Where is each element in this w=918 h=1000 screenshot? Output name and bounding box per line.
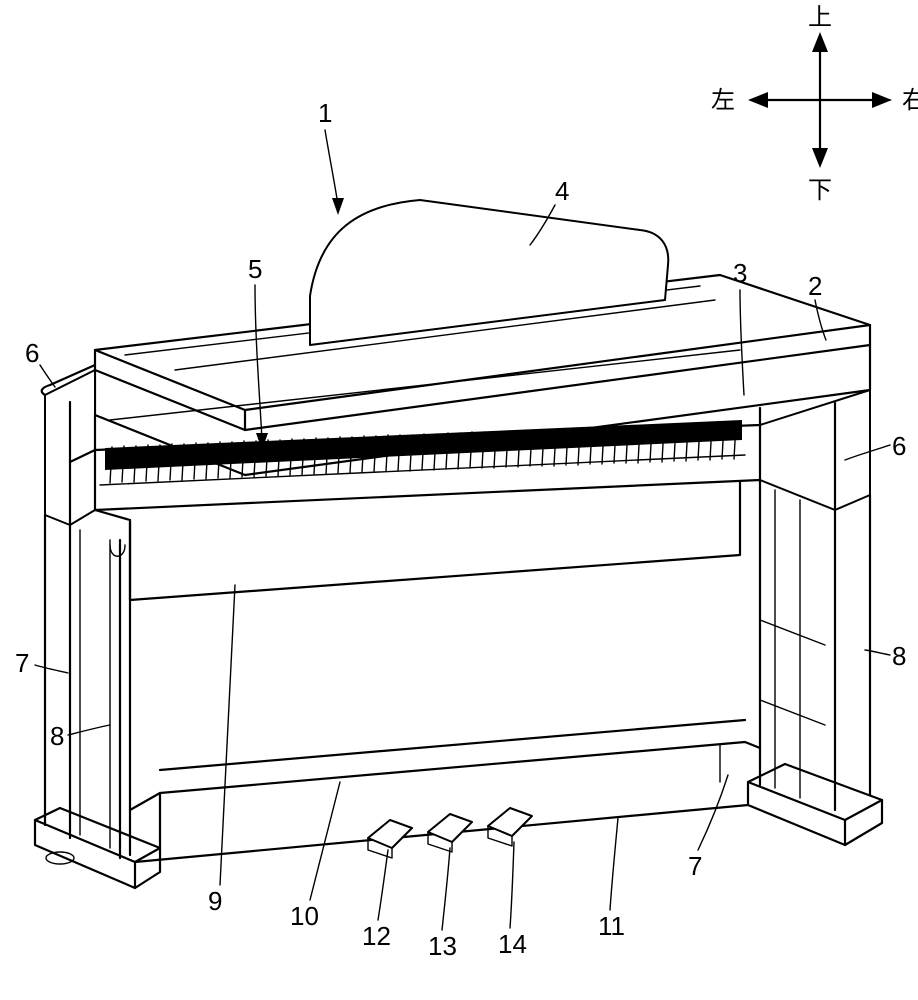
compass-right-label: 右 bbox=[902, 87, 918, 114]
label-12: 12 bbox=[362, 921, 391, 951]
label-1: 1 bbox=[318, 98, 332, 128]
label-7-left: 7 bbox=[15, 648, 29, 678]
compass-up-label: 上 bbox=[808, 4, 832, 31]
piano-body bbox=[35, 200, 882, 888]
piano-diagram: 上 下 左 右 bbox=[0, 0, 918, 1000]
compass-left-label: 左 bbox=[711, 87, 735, 114]
keyboard-keys bbox=[105, 420, 742, 483]
label-3: 3 bbox=[733, 258, 747, 288]
label-6-left: 6 bbox=[25, 338, 39, 368]
label-2: 2 bbox=[808, 271, 822, 301]
right-leg bbox=[748, 480, 882, 845]
label-7-right: 7 bbox=[688, 851, 702, 881]
label-14: 14 bbox=[498, 929, 527, 959]
direction-compass: 上 下 左 右 bbox=[711, 4, 918, 204]
label-8-right: 8 bbox=[892, 641, 906, 671]
label-13: 13 bbox=[428, 931, 457, 961]
label-4: 4 bbox=[555, 176, 569, 206]
label-9: 9 bbox=[208, 886, 222, 916]
compass-down-label: 下 bbox=[808, 177, 832, 204]
label-6-right: 6 bbox=[892, 431, 906, 461]
label-10: 10 bbox=[290, 901, 319, 931]
label-8-left: 8 bbox=[50, 721, 64, 751]
left-leg bbox=[35, 515, 160, 888]
label-11: 11 bbox=[598, 911, 625, 941]
label-5: 5 bbox=[248, 254, 262, 284]
